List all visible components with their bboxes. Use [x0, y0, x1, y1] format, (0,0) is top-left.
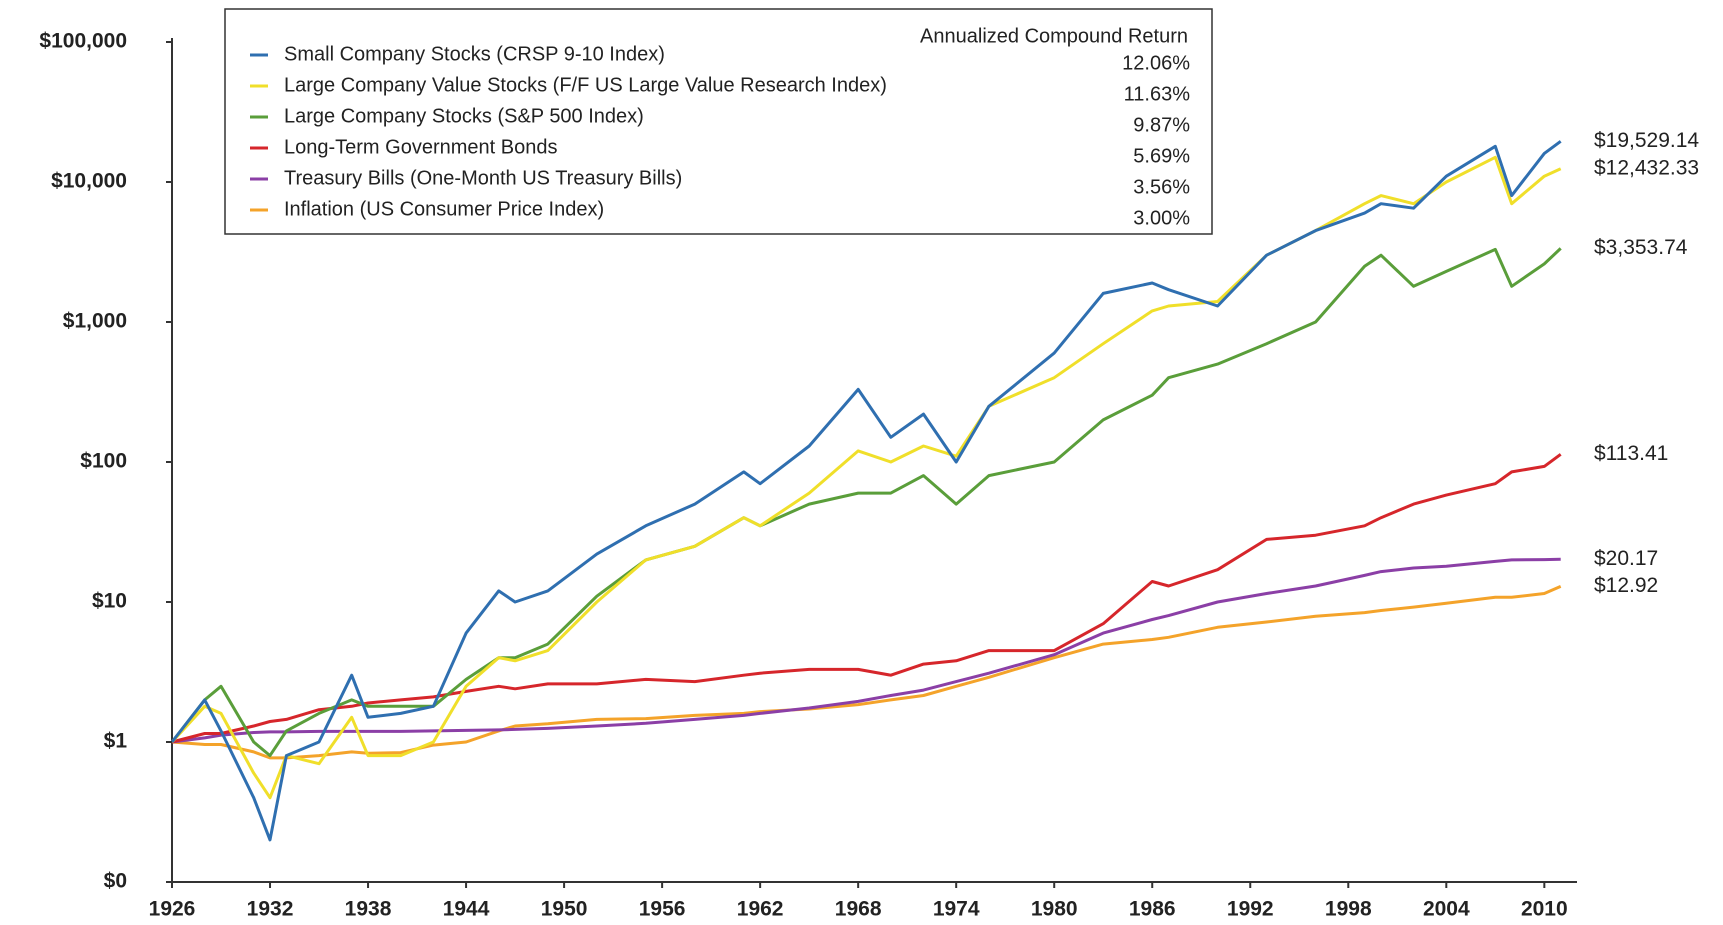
end-label: $3,353.74: [1594, 236, 1688, 259]
y-tick-label: $1,000: [63, 310, 127, 333]
legend-return: 3.00%: [1133, 207, 1190, 229]
series-line: [171, 453, 1562, 744]
x-tick-label: 2010: [1521, 898, 1568, 921]
legend-box: [224, 8, 1213, 235]
end-label: $20.17: [1594, 547, 1658, 570]
y-tick-label: $100: [80, 450, 127, 473]
legend-return: 5.69%: [1133, 145, 1190, 167]
x-tick-label: 1962: [737, 898, 784, 921]
legend-return: 11.63%: [1124, 83, 1191, 105]
x-tick-label: 1926: [149, 898, 196, 921]
x-tick-label: 1998: [1325, 898, 1372, 921]
x-tick-label: 1944: [443, 898, 490, 921]
legend-label: Inflation (US Consumer Price Index): [284, 198, 604, 220]
x-tick-label: 1992: [1227, 898, 1274, 921]
legend-label: Treasury Bills (One-Month US Treasury Bi…: [284, 167, 682, 189]
y-tick-label: $10,000: [51, 170, 127, 193]
series-line: [170, 140, 1562, 842]
x-tick-label: 1938: [345, 898, 392, 921]
x-tick-label: 1974: [933, 898, 980, 921]
end-label: $12,432.33: [1594, 156, 1699, 179]
x-tick-label: 1956: [639, 898, 686, 921]
plot-lines: [170, 140, 1562, 842]
x-tick-label: 1980: [1031, 898, 1078, 921]
series-line: [170, 155, 1562, 800]
end-label: $19,529.14: [1594, 129, 1699, 152]
y-tick-label: $100,000: [39, 30, 127, 53]
x-tick-label: 2004: [1423, 898, 1470, 921]
end-label: $113.41: [1594, 442, 1668, 465]
legend-return: 9.87%: [1133, 114, 1190, 136]
end-label: $12.92: [1594, 574, 1658, 597]
x-tick-label: 1968: [835, 898, 882, 921]
legend-label: Small Company Stocks (CRSP 9-10 Index): [284, 43, 665, 65]
y-tick-label: $10: [92, 590, 127, 613]
legend-label: Large Company Value Stocks (F/F US Large…: [284, 74, 887, 96]
x-tick-label: 1986: [1129, 898, 1176, 921]
legend-label: Long-Term Government Bonds: [284, 136, 557, 158]
series-line: [170, 247, 1562, 758]
legend-heading: Annualized Compound Return: [920, 25, 1188, 47]
x-tick-label: 1932: [247, 898, 294, 921]
y-tick-label: $0: [104, 870, 127, 893]
y-tick-label: $1: [104, 730, 128, 753]
legend-return: 12.06%: [1122, 52, 1190, 74]
x-tick-label: 1950: [541, 898, 588, 921]
legend-return: 3.56%: [1133, 176, 1190, 198]
legend-label: Large Company Stocks (S&P 500 Index): [284, 105, 644, 127]
